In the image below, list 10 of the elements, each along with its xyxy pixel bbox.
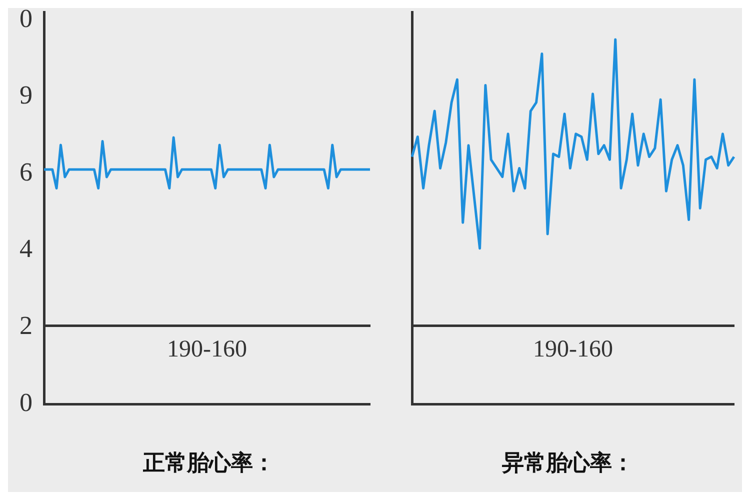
text: 0 bbox=[20, 388, 32, 417]
text: 0 bbox=[20, 4, 32, 33]
text: 4 bbox=[20, 234, 32, 264]
text: 正常胎心率： bbox=[142, 450, 276, 478]
x-axis-title: 190-160 bbox=[167, 336, 247, 362]
text: 9 bbox=[20, 80, 32, 110]
text: 6 bbox=[20, 157, 32, 186]
text: 异常胎心率： bbox=[501, 450, 635, 478]
x-axis-title: 190-160 bbox=[533, 336, 613, 362]
text: 2 bbox=[20, 311, 32, 340]
